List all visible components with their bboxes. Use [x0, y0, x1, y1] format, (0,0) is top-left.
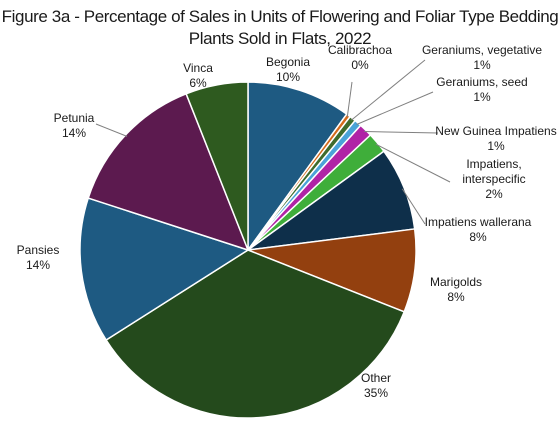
slice-label-name: Begonia — [266, 55, 310, 69]
slice-label: Petunia 14% — [54, 111, 95, 140]
slice-label-percent: 14% — [26, 258, 50, 272]
slice-label-name: Calibrachoa — [328, 43, 392, 57]
slice-label-name: New Guinea Impatiens — [435, 124, 556, 138]
slice-label-percent: 1% — [473, 58, 491, 72]
pie-slice-pansies — [79, 197, 249, 341]
slice-label-percent: 1% — [487, 139, 505, 153]
slice-label-name: Geraniums, seed — [436, 75, 527, 89]
slice-label: Geraniums, vegetative 1% — [422, 43, 542, 72]
pie-slice-begonia — [247, 81, 348, 251]
slice-label-percent: 14% — [62, 126, 86, 140]
pie-slice-other — [105, 249, 405, 419]
slice-label-percent: 1% — [473, 90, 491, 104]
slice-label-percent: 8% — [469, 230, 487, 244]
pie-slices — [79, 81, 417, 419]
slice-label-percent: 2% — [485, 187, 503, 201]
chart-title: Figure 3a - Percentage of Sales in Units… — [0, 6, 560, 50]
slice-label: Impatiens wallerana 8% — [425, 215, 532, 244]
slice-label: Impatiens, interspecific 2% — [462, 157, 525, 201]
leader-line — [401, 188, 426, 225]
slice-label-percent: 35% — [364, 386, 388, 400]
leader-line — [351, 59, 426, 121]
slice-label: Geraniums, seed 1% — [436, 75, 527, 104]
slice-label-name: Pansies — [17, 243, 60, 257]
leader-line — [356, 91, 434, 125]
leader-line — [95, 123, 128, 137]
slice-label-name: Other — [361, 371, 391, 385]
slice-label-name: Petunia — [54, 111, 95, 125]
leader-line — [364, 131, 439, 134]
leader-line — [375, 143, 451, 183]
slice-label: New Guinea Impatiens 1% — [435, 124, 556, 153]
pie-slice-petunia — [87, 93, 249, 251]
slice-label-name: Geraniums, vegetative — [422, 43, 542, 57]
slice-label: Other 35% — [361, 371, 391, 400]
label-leaders — [95, 59, 451, 225]
slice-label-name: Marigolds — [430, 275, 482, 289]
slice-label-name: Vinca — [183, 61, 213, 75]
leader-line — [346, 81, 353, 117]
slice-label: Marigolds 8% — [430, 275, 482, 304]
slice-label: Begonia 10% — [266, 55, 310, 84]
slice-label-percent: 8% — [447, 290, 465, 304]
slice-label: Pansies 14% — [17, 243, 60, 272]
slice-label-name: Impatiens, — [466, 157, 521, 171]
slice-label: Vinca 6% — [183, 61, 213, 90]
slice-label-name: interspecific — [462, 172, 525, 186]
slice-label-percent: 10% — [276, 70, 300, 84]
slice-label-percent: 6% — [189, 76, 207, 90]
pie-slice-vinca — [185, 81, 249, 251]
slice-label-name: Impatiens wallerana — [425, 215, 532, 229]
chart-title-line-1: Figure 3a - Percentage of Sales in Units… — [1, 7, 559, 26]
slice-labels: Begonia 10% Calibrachoa 0% Geraniums, vegeta… — [17, 43, 557, 400]
slice-label-percent: 0% — [351, 58, 369, 72]
chart-title-line-2: Plants Sold in Flats, 2022 — [188, 29, 372, 48]
slice-label: Calibrachoa 0% — [328, 43, 392, 72]
